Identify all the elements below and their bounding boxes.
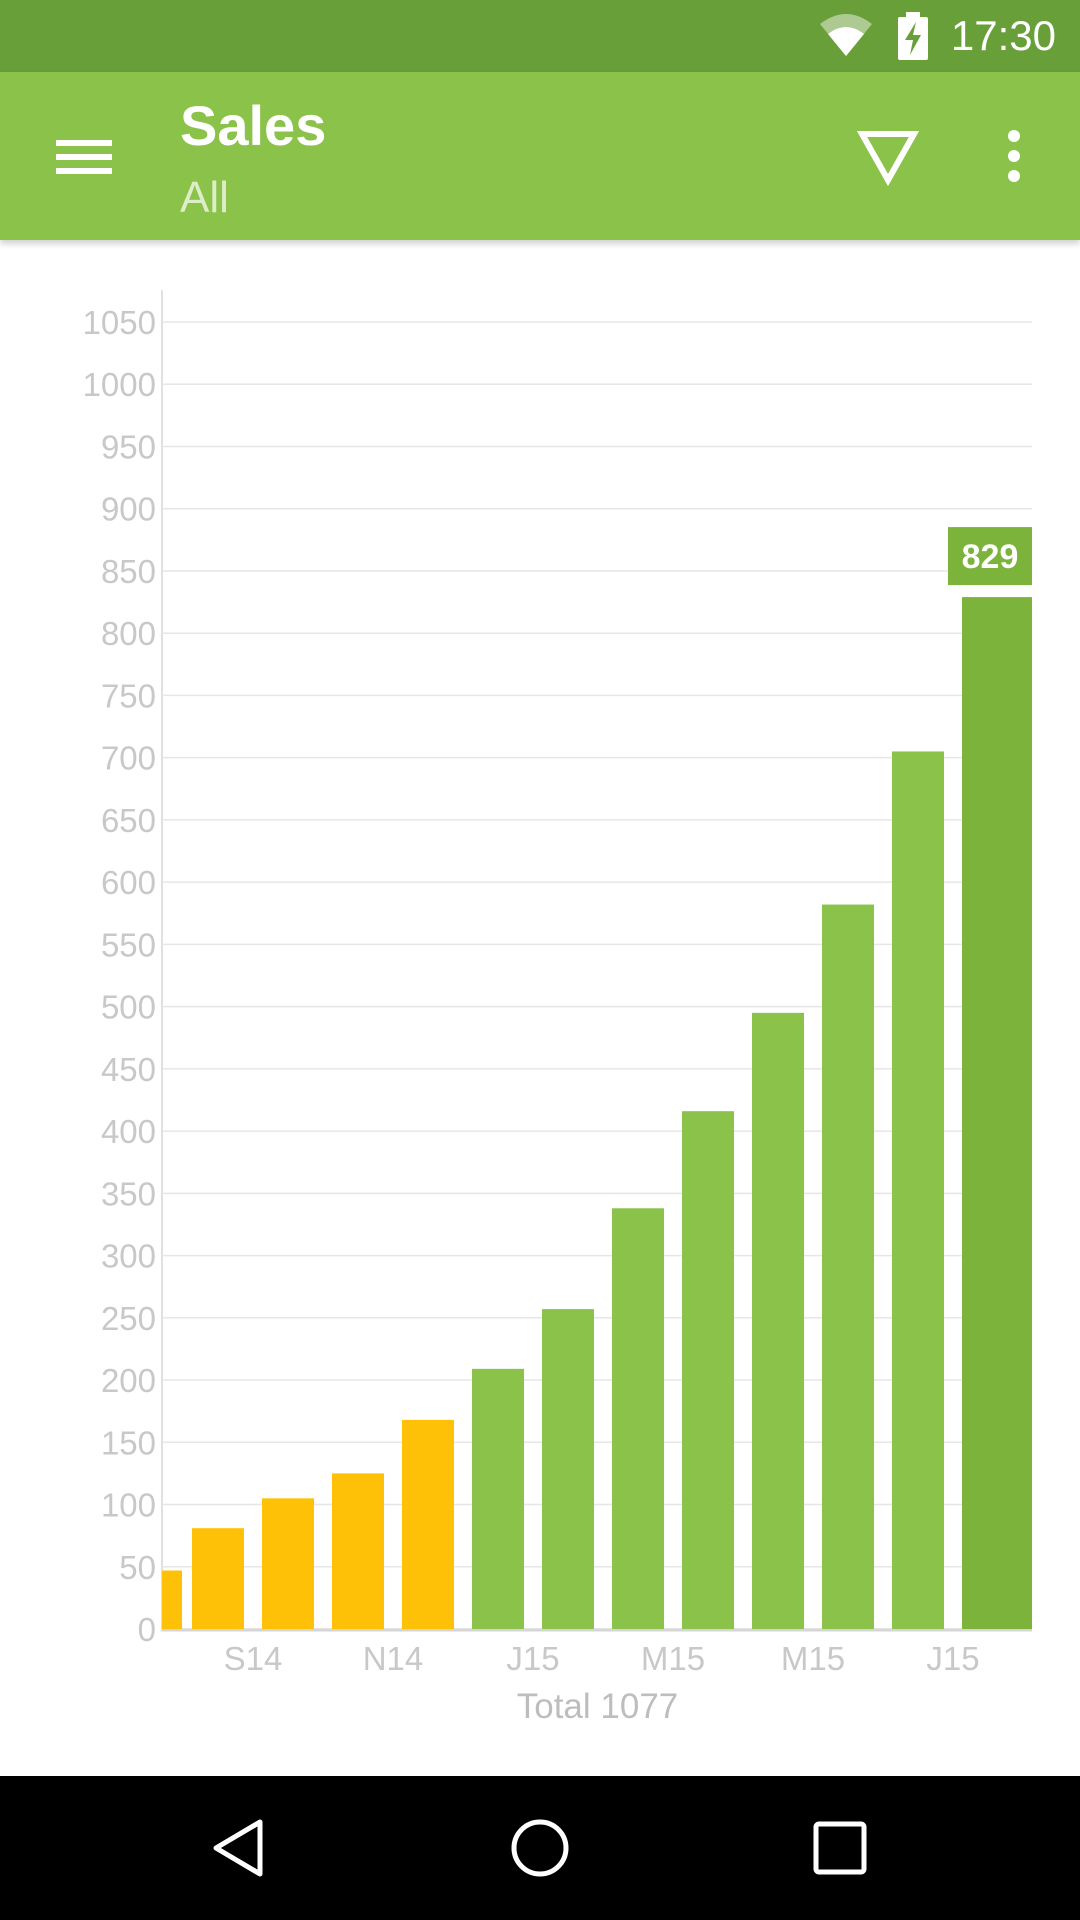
sales-chart[interactable]: 0 50 100 150 200 250 300 350 400 450 500 550 600 650 7… [0,240,1080,1776]
x-tick-label: S14 [224,1640,283,1677]
recents-icon [813,1821,867,1875]
more-options-button[interactable] [974,116,1054,196]
status-time: 17:30 [950,12,1056,59]
bar[interactable] [892,751,944,1629]
y-tick-label: 550 [101,926,156,963]
bar[interactable] [682,1111,734,1629]
y-tick-label: 400 [101,1113,156,1150]
y-tick-label: 150 [101,1424,156,1461]
menu-button[interactable] [34,116,134,196]
y-tick-label: 850 [101,553,156,590]
wifi-icon [820,14,872,56]
bar[interactable] [612,1208,664,1629]
y-tick-label: 1050 [83,304,156,341]
app-bar: Sales All [0,72,1080,240]
bar[interactable] [542,1309,594,1629]
back-icon [213,1819,263,1877]
recents-button[interactable] [800,1808,880,1888]
bar[interactable] [472,1368,524,1629]
y-tick-label: 100 [101,1487,156,1524]
home-button[interactable] [500,1808,580,1888]
sales-bar-chart: 0 50 100 150 200 250 300 350 400 450 500 550 600 650 7… [83,290,1032,1677]
page-title: Sales [180,94,327,157]
y-tick-label: 450 [101,1051,156,1088]
y-tick-label: 500 [101,989,156,1026]
y-tick-label: 800 [101,615,156,652]
filter-button[interactable] [848,116,928,196]
filter-icon [856,131,920,187]
battery-charging-icon [898,12,928,60]
y-tick-label: 300 [101,1238,156,1275]
y-tick-label: 350 [101,1175,156,1212]
y-tick-label: 1000 [83,366,156,403]
y-tick-label: 650 [101,802,156,839]
x-tick-label: J15 [506,1640,559,1677]
bar[interactable] [262,1498,314,1629]
bar[interactable] [162,1570,182,1629]
more-vert-icon [1008,130,1020,182]
y-tick-label: 750 [101,677,156,714]
y-tick-label: 50 [119,1549,156,1586]
home-icon [511,1819,569,1877]
navigation-bar [0,1776,1080,1920]
y-tick-label: 0 [138,1611,156,1648]
x-tick-label: N14 [363,1640,424,1677]
bar[interactable] [822,904,874,1629]
value-callout [948,527,1032,586]
bar[interactable] [192,1528,244,1629]
status-bar: 17:30 [0,0,1080,72]
x-tick-label: M15 [641,1640,705,1677]
y-tick-label: 600 [101,864,156,901]
value-callout-label: 829 [962,538,1019,576]
back-button[interactable] [200,1808,280,1888]
y-tick-label: 900 [101,491,156,528]
y-tick-label: 950 [101,428,156,465]
x-tick-label: M15 [781,1640,845,1677]
bar[interactable] [752,1012,804,1629]
bar[interactable] [962,597,1032,1629]
menu-icon [56,140,112,174]
x-tick-label: J15 [926,1640,979,1677]
y-tick-label: 700 [101,740,156,777]
bar[interactable] [402,1419,454,1629]
bar[interactable] [332,1473,384,1629]
y-tick-label: 250 [101,1300,156,1337]
y-tick-label: 200 [101,1362,156,1399]
page-subtitle[interactable]: All [180,173,229,222]
total-label: Total 1077 [516,1687,679,1726]
